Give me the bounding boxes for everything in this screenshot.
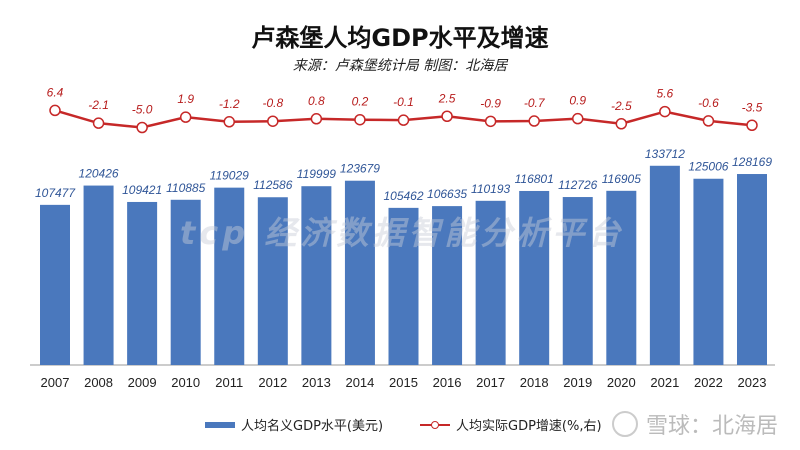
credit-watermark: 雪球：北海居 — [612, 408, 778, 440]
growth-data-label: 2.5 — [438, 91, 456, 105]
growth-data-label: -3.5 — [742, 100, 763, 114]
growth-point — [659, 105, 671, 118]
bar-data-label: 106635 — [427, 187, 467, 201]
bar — [562, 197, 593, 365]
bar — [432, 206, 463, 365]
bar-data-label: 119029 — [210, 169, 249, 183]
bar — [649, 165, 680, 365]
x-tick-label: 2007 — [41, 375, 70, 390]
growth-point — [702, 115, 715, 127]
x-tick-label: 2012 — [258, 375, 287, 390]
x-tick-label: 2014 — [345, 375, 374, 390]
x-tick-label: 2018 — [520, 375, 549, 390]
growth-data-label: 0.8 — [308, 94, 325, 108]
x-tick-label: 2016 — [433, 375, 462, 390]
bar-data-label: 112726 — [558, 178, 597, 192]
x-tick-label: 2008 — [84, 375, 113, 390]
growth-data-label: 6.4 — [47, 85, 64, 99]
x-tick-label: 2017 — [476, 375, 505, 390]
legend-line-label: 人均实际GDP增速(%,右) — [456, 419, 602, 434]
growth-point — [179, 111, 192, 123]
growth-point — [223, 116, 235, 128]
bar-data-label: 116905 — [602, 172, 641, 186]
bar-data-label: 133712 — [645, 147, 685, 161]
growth-point — [92, 117, 105, 129]
x-tick-label: 2021 — [650, 375, 679, 390]
growth-point — [441, 110, 453, 122]
bar — [344, 180, 375, 365]
bar-data-label: 105462 — [383, 189, 423, 203]
bar — [606, 190, 637, 365]
growth-point — [397, 114, 410, 126]
bar-data-label: 120426 — [79, 167, 119, 181]
legend-line: 人均实际GDP增速(%,右) — [420, 415, 602, 434]
bar — [475, 200, 506, 365]
growth-data-label: -1.2 — [219, 97, 240, 111]
bar — [388, 207, 419, 365]
bar — [40, 204, 70, 365]
growth-point — [49, 104, 61, 117]
bar-data-label: 128169 — [732, 155, 772, 169]
x-tick-label: 2015 — [389, 375, 418, 390]
growth-point — [746, 119, 758, 131]
growth-data-label: 1.9 — [177, 92, 194, 106]
legend-bar-label: 人均名义GDP水平(美元) — [241, 419, 384, 434]
growth-data-label: 5.6 — [657, 87, 674, 101]
growth-point — [354, 113, 366, 126]
x-tick-label: 2022 — [694, 375, 723, 390]
bar — [519, 190, 550, 365]
growth-data-label: -0.6 — [698, 96, 719, 110]
growth-data-label: -0.7 — [524, 96, 546, 110]
growth-data-label: 0.2 — [352, 95, 369, 109]
growth-data-label: -0.9 — [480, 96, 501, 110]
growth-data-label: -5.0 — [132, 103, 153, 117]
growth-point — [528, 115, 540, 127]
chart-title: 卢森堡人均GDP水平及增速 — [251, 24, 549, 52]
bar-data-label: 110885 — [166, 181, 205, 195]
legend-line-swatch — [420, 420, 450, 429]
growth-data-label: -2.1 — [88, 98, 109, 112]
watermark: tcp 经济数据智能分析平台 — [180, 214, 625, 252]
bar-data-label: 116801 — [515, 172, 554, 186]
legend-bar: 人均名义GDP水平(美元) — [205, 415, 383, 434]
bar-data-label: 109421 — [122, 183, 162, 197]
growth-point — [267, 115, 279, 127]
credit-text: 雪球：北海居 — [646, 414, 779, 439]
growth-point — [310, 113, 323, 125]
x-tick-label: 2019 — [563, 375, 592, 390]
bar-data-label: 107477 — [35, 186, 76, 200]
growth-data-label: -2.5 — [611, 99, 632, 113]
bar-data-label: 125006 — [688, 160, 728, 174]
bar — [693, 178, 724, 365]
x-tick-label: 2010 — [171, 375, 200, 390]
chart-subtitle: 来源：卢森堡统计局 制图：北海居 — [292, 58, 508, 74]
bar — [214, 187, 245, 365]
bar-data-label: 123679 — [340, 162, 380, 176]
growth-point — [484, 115, 497, 128]
bar — [170, 199, 201, 365]
x-tick-label: 2023 — [738, 375, 767, 390]
bar — [301, 186, 332, 365]
growth-point — [136, 121, 148, 134]
growth-point — [572, 112, 584, 125]
growth-data-label: -0.1 — [393, 95, 414, 109]
growth-data-label: 0.9 — [569, 94, 586, 108]
x-tick-label: 2020 — [607, 375, 636, 390]
growth-data-label: -0.8 — [262, 96, 283, 110]
bar — [83, 185, 114, 365]
bar-data-label: 110193 — [471, 182, 510, 196]
bar — [737, 174, 767, 365]
bar — [257, 197, 288, 365]
x-tick-label: 2009 — [128, 375, 157, 390]
growth-point — [615, 118, 628, 130]
legend-bar-swatch — [205, 421, 235, 428]
x-tick-label: 2011 — [215, 375, 243, 390]
bar-data-label: 119999 — [297, 167, 336, 181]
x-tick-label: 2013 — [302, 375, 331, 390]
bar — [127, 201, 158, 365]
bar-data-label: 112586 — [253, 178, 292, 192]
snowball-logo-icon — [612, 411, 638, 437]
